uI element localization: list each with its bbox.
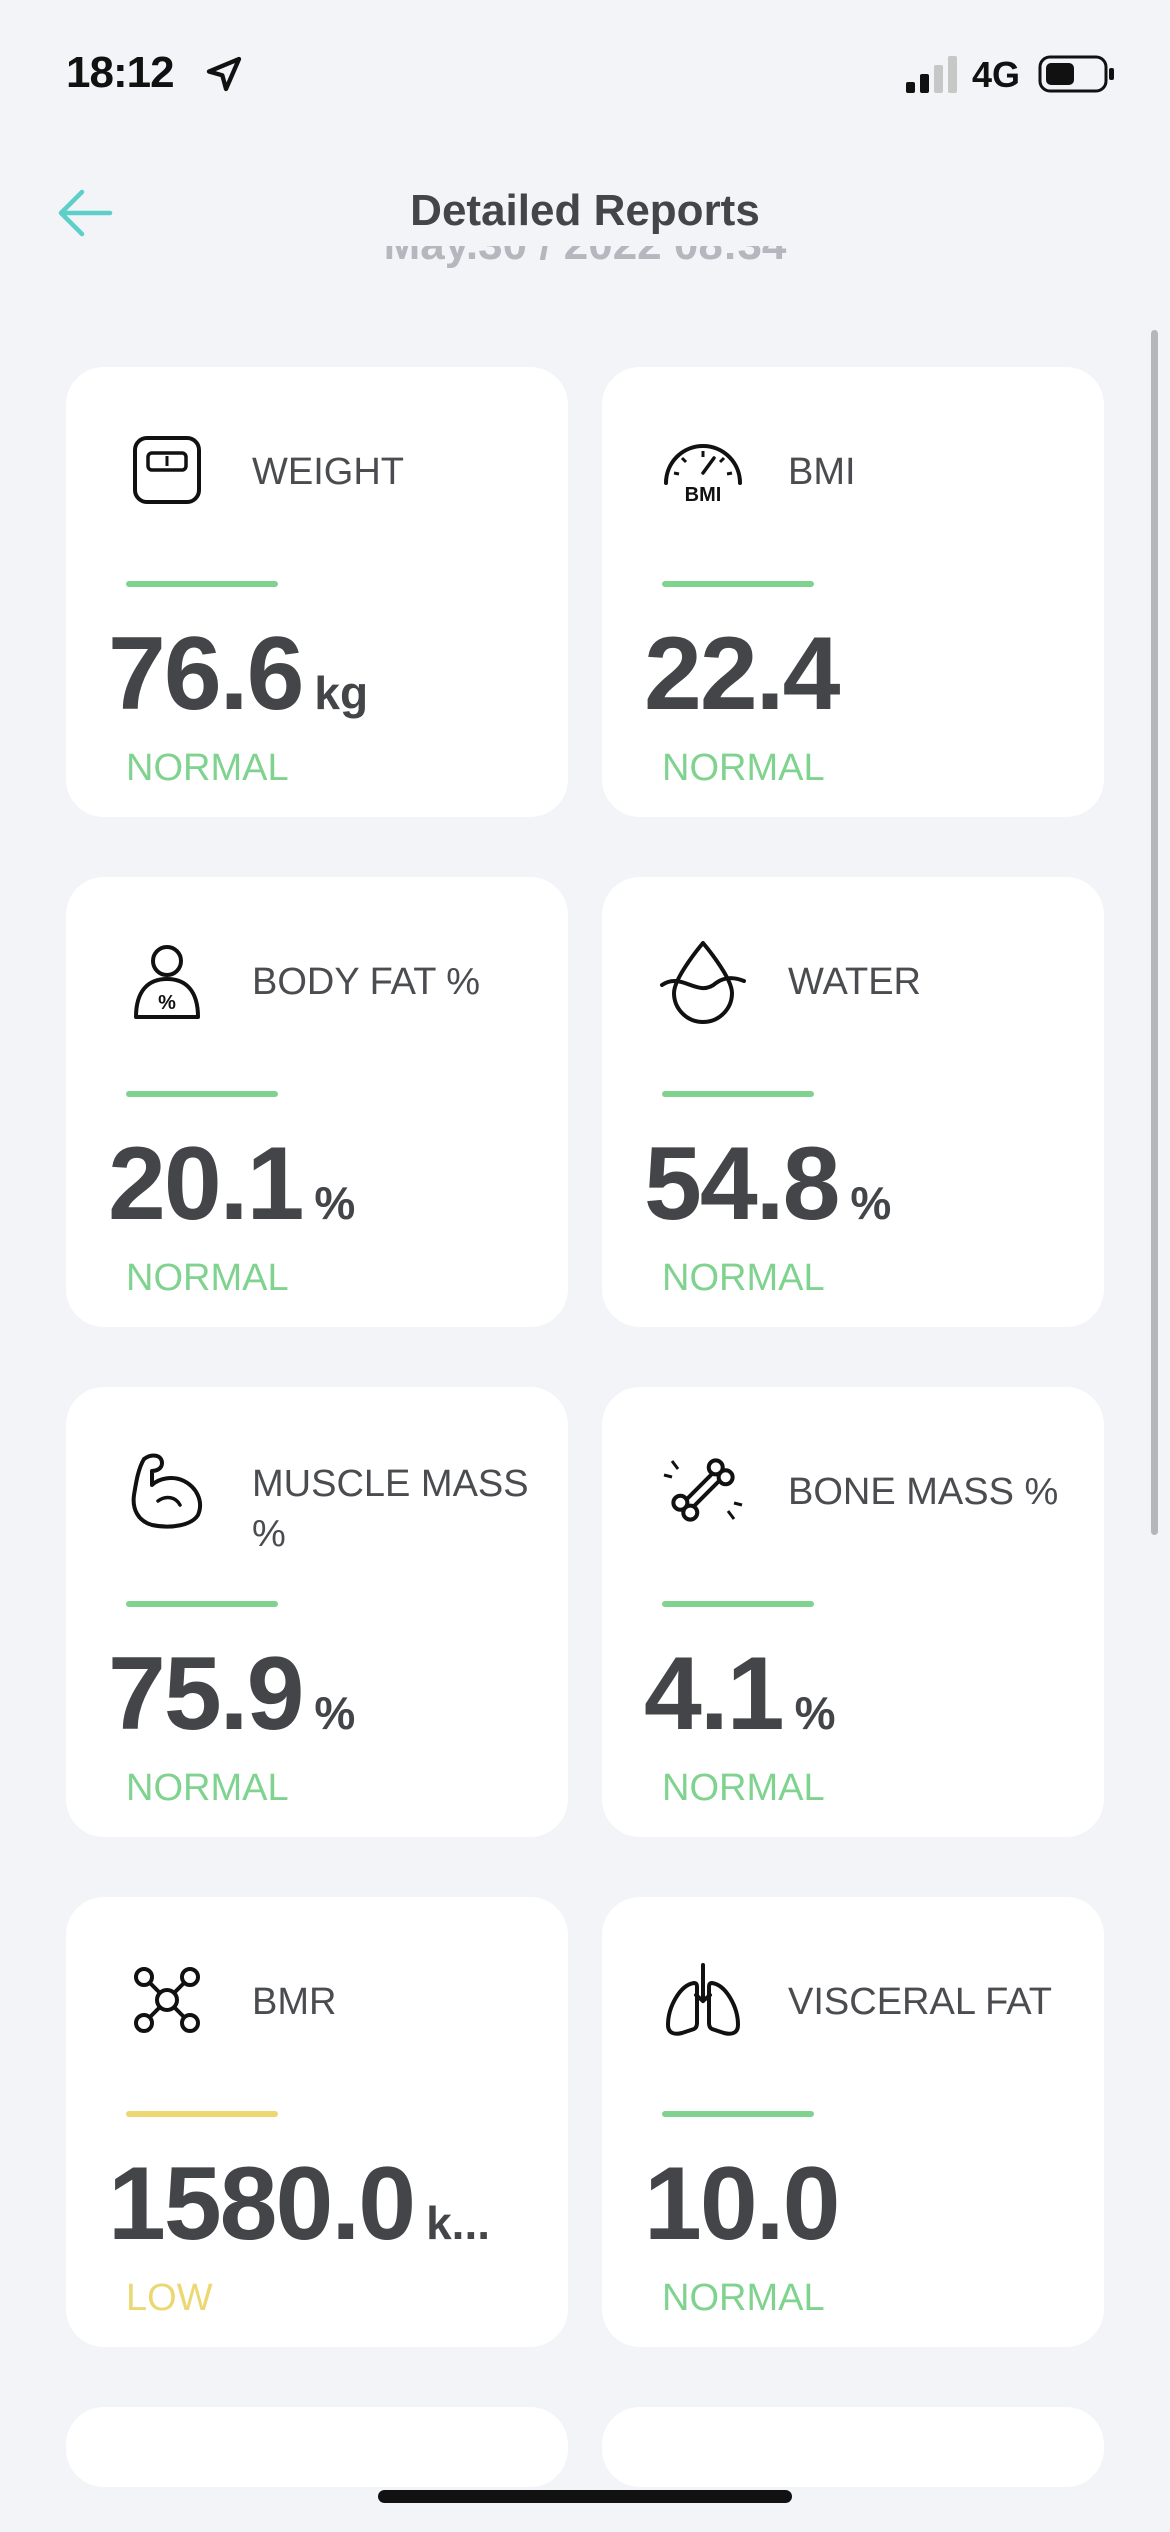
metric-card-weight[interactable]: WEIGHT 76.6 kg NORMAL	[66, 367, 568, 817]
metric-card-bmr[interactable]: BMR 1580.0 k... LOW	[66, 1897, 568, 2347]
signal-strength-icon	[906, 56, 957, 93]
muscle-icon	[131, 1453, 203, 1529]
metric-status: NORMAL	[126, 747, 289, 789]
metric-value: 4.1%	[644, 1635, 835, 1754]
metric-value: 22.4	[644, 615, 850, 734]
metric-value: 54.8%	[644, 1125, 891, 1244]
metric-card-bmi[interactable]: BMI BMI 22.4 NORMAL	[602, 367, 1104, 817]
metric-label: WATER	[788, 961, 921, 1003]
network-type: 4G	[972, 54, 1021, 95]
status-bar-indicator	[126, 1091, 278, 1097]
metric-value: 20.1%	[108, 1125, 355, 1244]
status-bar: 18:12 4G	[0, 0, 1170, 140]
metric-value: 10.0	[644, 2145, 850, 2264]
status-bar-indicator	[662, 1601, 814, 1607]
metric-number: 20.1	[108, 1126, 304, 1242]
nav-bar: Detailed Reports	[0, 150, 1170, 270]
metric-number: 54.8	[644, 1126, 840, 1242]
lungs-icon	[666, 1963, 740, 2036]
scale-icon	[133, 436, 201, 504]
page-title: Detailed Reports	[410, 186, 760, 235]
body-fat-icon: %	[134, 945, 200, 1019]
metric-status: NORMAL	[662, 747, 825, 789]
metric-label: MUSCLE MASS %	[252, 1463, 529, 1555]
measurement-date-text: May.30 / 2022 08:34	[0, 246, 1170, 270]
water-drop-icon	[660, 941, 746, 1024]
metric-number: 10.0	[644, 2146, 840, 2262]
metric-number: 22.4	[644, 616, 840, 732]
metric-status: NORMAL	[126, 1257, 289, 1299]
metric-card-next-right[interactable]	[602, 2407, 1104, 2487]
status-time: 18:12	[66, 48, 175, 97]
metric-label: WEIGHT	[252, 451, 404, 493]
metric-status: NORMAL	[662, 1257, 825, 1299]
location-arrow-icon	[206, 56, 242, 92]
metric-number: 1580.0	[108, 2146, 416, 2262]
metric-number: 4.1	[644, 1636, 785, 1752]
metric-number: 75.9	[108, 1636, 304, 1752]
metric-unit: %	[314, 1177, 356, 1229]
metric-label: BONE MASS %	[788, 1471, 1059, 1513]
measurement-date: May.30 / 2022 08:34	[0, 246, 1170, 286]
status-bar-indicator	[126, 1601, 278, 1607]
metric-status: NORMAL	[662, 1767, 825, 1809]
metric-card-muscle-mass[interactable]: MUSCLE MASS % 75.9% NORMAL	[66, 1387, 568, 1837]
metric-unit: %	[850, 1177, 892, 1229]
metric-unit: kg	[314, 667, 369, 719]
metric-unit: %	[794, 1687, 836, 1739]
metric-status: LOW	[126, 2277, 213, 2319]
metric-card-body-fat[interactable]: % BODY FAT % 20.1% NORMAL	[66, 877, 568, 1327]
home-indicator[interactable]	[378, 2490, 792, 2503]
back-arrow-icon[interactable]	[52, 180, 118, 246]
metric-unit: %	[314, 1687, 356, 1739]
status-bar-indicator	[126, 2111, 278, 2117]
metric-card-visceral-fat[interactable]: VISCERAL FAT 10.0 NORMAL	[602, 1897, 1104, 2347]
bmi-gauge-icon: BMI	[664, 444, 742, 506]
metric-value: 75.9%	[108, 1635, 355, 1754]
metric-card-bone-mass[interactable]: BONE MASS % 4.1% NORMAL	[602, 1387, 1104, 1837]
metric-value: 1580.0 k...	[108, 2145, 490, 2264]
metric-label: BODY FAT %	[252, 961, 481, 1003]
bone-icon	[663, 1458, 743, 1522]
metric-number: 76.6	[108, 616, 304, 732]
status-bar-indicator	[662, 581, 814, 587]
metric-label: VISCERAL FAT	[788, 1981, 1052, 2023]
metric-card-next-left[interactable]	[66, 2407, 568, 2487]
bmi-icon-text: BMI	[685, 484, 722, 506]
metric-status: NORMAL	[662, 2277, 825, 2319]
metric-unit: k...	[426, 2197, 491, 2249]
svg-text:%: %	[158, 992, 176, 1014]
metric-card-water[interactable]: WATER 54.8% NORMAL	[602, 877, 1104, 1327]
scrollbar[interactable]	[1151, 330, 1158, 1535]
metric-label: BMR	[252, 1981, 337, 2023]
metric-status: NORMAL	[126, 1767, 289, 1809]
status-bar-indicator	[662, 1091, 814, 1097]
molecule-icon	[134, 1967, 200, 2033]
battery-icon	[1038, 55, 1114, 93]
status-bar-indicator	[126, 581, 278, 587]
status-bar-indicator	[662, 2111, 814, 2117]
metric-value: 76.6 kg	[108, 615, 368, 734]
metric-label: BMI	[788, 451, 856, 493]
